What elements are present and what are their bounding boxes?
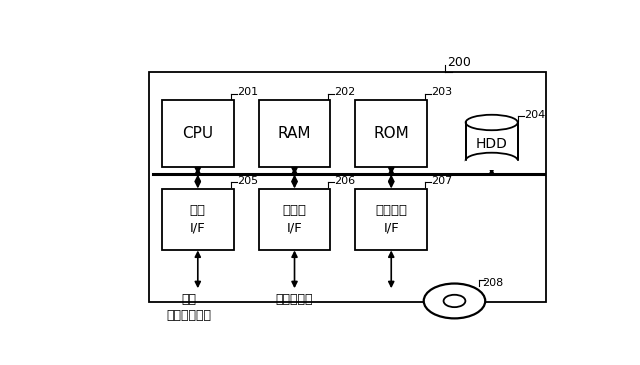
Bar [162,189,234,250]
Text: 205: 205 [237,176,259,186]
Text: 202: 202 [334,87,355,97]
Text: 207: 207 [431,176,452,186]
Bar [150,72,547,302]
Text: CPU: CPU [182,126,213,141]
Bar [355,189,428,250]
Bar [259,100,330,168]
Text: 200: 200 [447,55,471,69]
Circle shape [424,284,485,318]
Text: HDD: HDD [476,137,508,151]
Text: メディア
I/F: メディア I/F [375,204,407,234]
Circle shape [444,295,465,307]
Text: 203: 203 [431,87,452,97]
Ellipse shape [466,153,518,168]
Text: 208: 208 [482,278,503,288]
Bar [465,161,518,170]
Ellipse shape [466,115,518,130]
Bar [259,189,330,250]
Bar [355,100,428,168]
Text: 通信
ネットワーク: 通信 ネットワーク [166,292,212,322]
Text: 204: 204 [524,110,545,120]
Text: 入出力
I/F: 入出力 I/F [282,204,307,234]
Text: 通信
I/F: 通信 I/F [190,204,206,234]
Text: RAM: RAM [278,126,311,141]
Text: 201: 201 [237,87,259,97]
Text: 入出力装置: 入出力装置 [276,292,313,306]
Bar [162,100,234,168]
Text: ROM: ROM [373,126,409,141]
Text: 206: 206 [334,176,355,186]
